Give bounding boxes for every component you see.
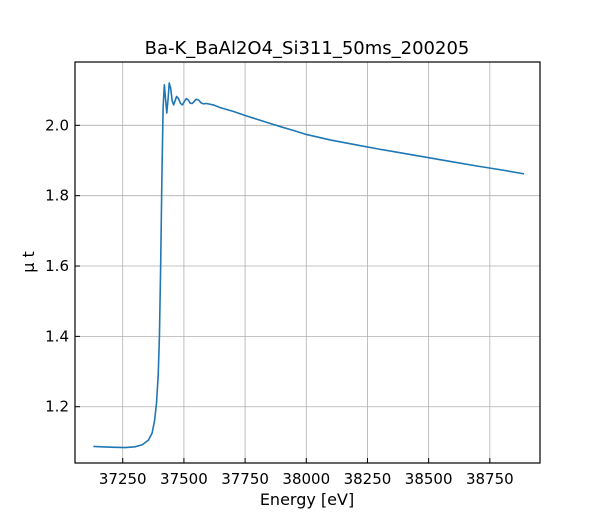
y-tick-label: 1.4 xyxy=(45,327,69,345)
x-axis: 37250 37500 37750 38000 38250 38500 38750 xyxy=(99,458,514,488)
x-tick-label: 37750 xyxy=(221,470,269,488)
series-line xyxy=(93,82,525,449)
y-axis-label: μ t xyxy=(19,251,38,273)
series-group xyxy=(93,82,525,449)
y-tick-label: 2.0 xyxy=(45,116,69,134)
x-axis-label: Energy [eV] xyxy=(260,490,354,509)
y-axis: 1.2 1.4 1.6 1.8 2.0 xyxy=(45,116,80,416)
chart-title: Ba-K_BaAl2O4_Si311_50ms_200205 xyxy=(145,38,470,59)
grid xyxy=(75,62,540,463)
x-tick-label: 38500 xyxy=(405,470,453,488)
y-tick-label: 1.6 xyxy=(45,257,69,275)
y-tick-label: 1.2 xyxy=(45,398,69,416)
plot-frame xyxy=(74,61,541,464)
x-tick-label: 37500 xyxy=(160,470,208,488)
y-tick-label: 1.8 xyxy=(45,187,69,205)
x-tick-label: 37250 xyxy=(99,470,147,488)
x-tick-label: 38000 xyxy=(282,470,330,488)
x-tick-label: 38250 xyxy=(344,470,392,488)
x-tick-label: 38750 xyxy=(466,470,514,488)
